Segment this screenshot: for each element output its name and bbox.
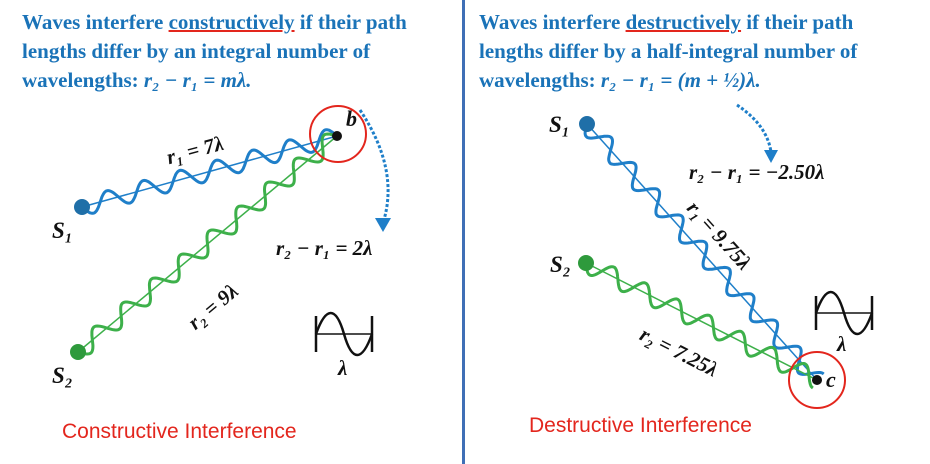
source-s1-dot [579,116,595,132]
source-s1-dot [74,199,90,215]
wave-s2-to-c [584,262,814,390]
source-s2-dot [578,255,594,271]
ray-s2-to-c [585,262,818,381]
point-b-label: b [346,106,357,131]
panel-divider [462,0,465,464]
wavelength-icon [814,291,874,335]
point-c-dot [812,375,822,385]
ray-s1-to-b [81,135,338,208]
point-b-dot [332,131,342,141]
destructive-keyword: destructively [625,10,742,34]
constructive-headline: Waves interfere constructively if their … [22,10,407,92]
destructive-headline: Waves interfere destructively if their p… [479,10,858,92]
arrowhead-icon [375,218,391,232]
arrow-to-difference [358,109,390,224]
source-s2-label: S₂ [52,363,73,388]
destructive-caption: Destructive Interference [529,414,752,437]
constructive-diagram [70,105,391,360]
point-c-highlight-circle [788,351,846,409]
destructive-diagram [578,103,874,409]
destructive-panel: Waves interfere destructively if their p… [467,0,930,464]
source-s1-label: S₁ [549,112,570,137]
constructive-caption: Constructive Interference [62,420,297,443]
arrow-to-difference [736,103,773,153]
constructive-panel: Waves interfere constructively if their … [0,0,460,464]
difference-label: r₂ − r₁ = 2λ [276,236,373,260]
point-b-highlight-circle [309,105,367,163]
arrowhead-icon [764,150,778,163]
ray-s2-to-b [77,135,338,353]
point-c-label: c [826,367,836,392]
source-s2-dot [70,344,86,360]
difference-label: r₂ − r₁ = −2.50λ [689,160,825,184]
wave-s1-to-c [583,123,825,376]
wavelength-label: λ [837,332,847,356]
constructive-keyword: constructively [168,10,295,34]
constructive-condition: r₂ − r₁ = mλ. [143,68,252,92]
wavelength-icon [314,312,374,356]
ray-s1-to-c [586,123,818,381]
wavelength-label: λ [338,356,348,380]
source-s1-label: S₁ [52,218,73,243]
destructive-condition: r₂ − r₁ = (m + ½)λ. [600,68,761,92]
source-s2-label: S₂ [550,252,571,277]
